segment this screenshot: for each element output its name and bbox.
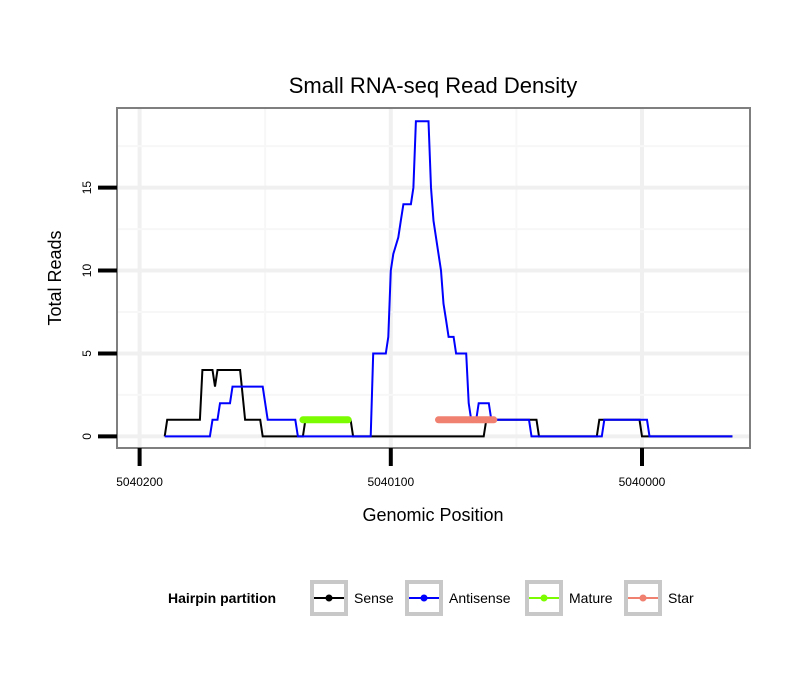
y-tick-label: 10 <box>80 264 94 278</box>
x-tick-label: 5040000 <box>619 475 666 489</box>
y-tick-label: 0 <box>80 433 94 440</box>
legend-label: Star <box>668 590 694 606</box>
legend: Hairpin partition Sense Antisense Mature St… <box>168 580 694 616</box>
x-axis-title: Genomic Position <box>362 505 503 525</box>
series-sense <box>163 369 733 438</box>
plot-border <box>116 107 751 449</box>
y-tick-label: 15 <box>80 181 94 195</box>
legend-label: Antisense <box>449 590 511 606</box>
legend-key-point <box>325 594 333 602</box>
legend-key-point <box>639 594 647 602</box>
chart-title: Small RNA-seq Read Density <box>289 73 578 98</box>
legend-title: Hairpin partition <box>168 590 276 606</box>
x-axis: 5040200 5040100 5040000 <box>116 448 666 489</box>
legend-label: Sense <box>354 590 394 606</box>
y-axis-title: Total Reads <box>45 230 65 325</box>
legend-key-point <box>420 594 428 602</box>
y-axis: 0 5 10 15 <box>80 181 117 440</box>
legend-item-mature: Mature <box>525 580 613 616</box>
x-tick-label: 5040200 <box>116 475 163 489</box>
legend-key-point <box>540 594 548 602</box>
plot-panel <box>117 108 750 448</box>
legend-item-star: Star <box>624 580 694 616</box>
series-antisense <box>164 120 733 438</box>
series-lines <box>163 120 733 438</box>
y-tick-label: 5 <box>80 350 94 357</box>
legend-item-sense: Sense <box>310 580 394 616</box>
legend-item-antisense: Antisense <box>405 580 511 616</box>
legend-label: Mature <box>569 590 613 606</box>
x-tick-label: 5040100 <box>367 475 414 489</box>
